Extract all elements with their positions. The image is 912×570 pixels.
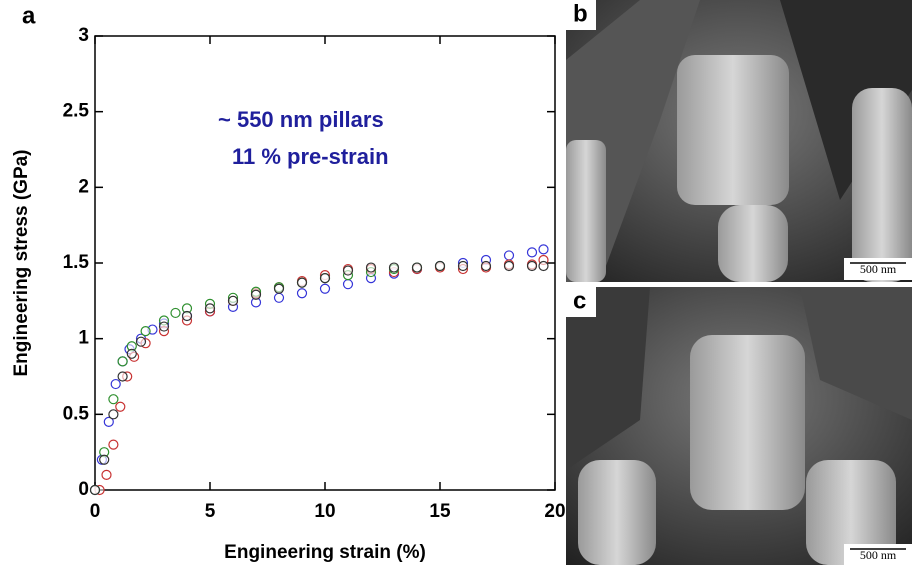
data-point bbox=[457, 260, 469, 272]
data-point bbox=[181, 310, 193, 322]
data-point bbox=[526, 247, 538, 258]
data-point bbox=[250, 289, 262, 300]
sem-image-b bbox=[566, 0, 912, 282]
data-point bbox=[538, 260, 549, 272]
data-point bbox=[158, 321, 170, 332]
data-point bbox=[503, 260, 515, 272]
data-point bbox=[108, 394, 119, 405]
data-point bbox=[101, 469, 112, 480]
data-point bbox=[434, 260, 446, 272]
data-point bbox=[503, 250, 515, 261]
y-tick-label: 1 bbox=[78, 328, 89, 349]
annotation: ~ 550 nm pillars bbox=[218, 107, 384, 132]
data-point bbox=[99, 454, 110, 465]
annotation: 11 % pre-strain bbox=[232, 144, 389, 169]
data-point bbox=[296, 277, 308, 288]
y-tick-label: 0.5 bbox=[63, 403, 90, 424]
y-tick-label: 3 bbox=[78, 25, 89, 46]
data-point bbox=[89, 484, 101, 496]
data-point bbox=[296, 288, 308, 299]
data-point bbox=[388, 262, 400, 273]
data-point bbox=[342, 265, 354, 276]
data-point bbox=[480, 260, 492, 272]
data-point bbox=[204, 303, 216, 314]
data-point bbox=[273, 283, 285, 294]
data-point bbox=[526, 260, 538, 272]
data-point bbox=[126, 348, 137, 359]
data-point bbox=[411, 262, 423, 273]
data-point bbox=[365, 262, 377, 273]
data-point bbox=[538, 244, 549, 255]
data-point bbox=[108, 409, 119, 420]
data-point bbox=[103, 416, 114, 427]
data-point bbox=[117, 356, 128, 367]
y-tick-label: 2.5 bbox=[63, 101, 90, 122]
x-axis-label: Engineering strain (%) bbox=[224, 542, 426, 563]
x-tick-label: 0 bbox=[90, 501, 101, 522]
y-tick-label: 2 bbox=[78, 176, 89, 197]
y-tick-label: 0 bbox=[78, 479, 89, 500]
x-tick-label: 5 bbox=[205, 501, 216, 522]
data-point bbox=[342, 279, 354, 290]
data-point bbox=[117, 371, 128, 382]
panel-label: c bbox=[573, 287, 586, 314]
scale-bar-label: 500 nm bbox=[860, 262, 897, 276]
panel-label: b bbox=[573, 0, 588, 27]
data-point bbox=[135, 336, 147, 347]
data-point bbox=[273, 292, 285, 303]
sem-image-c bbox=[566, 287, 912, 565]
x-tick-label: 10 bbox=[314, 501, 335, 522]
data-point bbox=[227, 295, 239, 306]
data-point bbox=[110, 378, 121, 390]
data-point bbox=[140, 326, 151, 337]
data-point bbox=[319, 273, 331, 284]
data-point bbox=[115, 401, 126, 412]
data-point bbox=[108, 439, 119, 450]
data-point bbox=[170, 307, 181, 319]
x-tick-label: 20 bbox=[544, 501, 565, 522]
y-axis-label: Engineering stress (GPa) bbox=[11, 149, 32, 376]
data-point bbox=[319, 283, 331, 294]
panel-label: a bbox=[22, 2, 36, 29]
scale-bar-label: 500 nm bbox=[860, 548, 897, 562]
y-tick-label: 1.5 bbox=[63, 252, 90, 273]
x-tick-label: 15 bbox=[429, 501, 451, 522]
